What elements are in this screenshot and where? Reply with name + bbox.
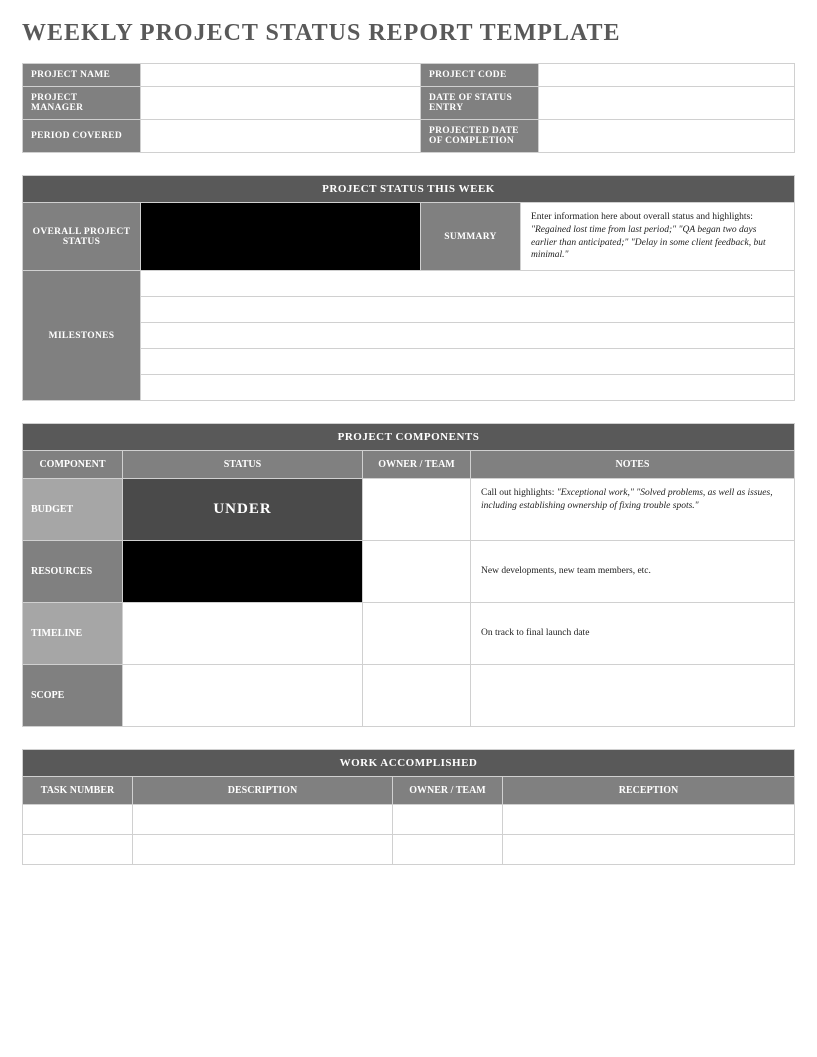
budget-notes-lead: Call out highlights: bbox=[481, 488, 557, 498]
resources-status[interactable] bbox=[123, 541, 363, 603]
scope-label: SCOPE bbox=[23, 665, 123, 727]
resources-notes[interactable]: New developments, new team members, etc. bbox=[471, 541, 795, 603]
budget-status[interactable]: UNDER bbox=[123, 479, 363, 541]
projected-date-label: PROJECTED DATE OF COMPLETION bbox=[421, 120, 539, 153]
status-week-header: PROJECT STATUS THIS WEEK bbox=[23, 176, 795, 203]
milestones-label: MILESTONES bbox=[23, 271, 141, 401]
project-code-value[interactable] bbox=[539, 64, 795, 87]
date-entry-value[interactable] bbox=[539, 87, 795, 120]
col-task-number: TASK NUMBER bbox=[23, 777, 133, 805]
scope-owner[interactable] bbox=[363, 665, 471, 727]
milestone-row-4[interactable] bbox=[141, 349, 795, 375]
col-description: DESCRIPTION bbox=[133, 777, 393, 805]
task-reception-2[interactable] bbox=[503, 835, 795, 865]
timeline-status[interactable] bbox=[123, 603, 363, 665]
project-manager-label: PROJECT MANAGER bbox=[23, 87, 141, 120]
summary-label: SUMMARY bbox=[421, 203, 521, 271]
period-label: PERIOD COVERED bbox=[23, 120, 141, 153]
col-reception: RECEPTION bbox=[503, 777, 795, 805]
task-owner-2[interactable] bbox=[393, 835, 503, 865]
overall-status-label: OVERALL PROJECT STATUS bbox=[23, 203, 141, 271]
scope-notes[interactable] bbox=[471, 665, 795, 727]
milestone-row-5[interactable] bbox=[141, 375, 795, 401]
timeline-owner[interactable] bbox=[363, 603, 471, 665]
milestone-row-1[interactable] bbox=[141, 271, 795, 297]
overall-status-value[interactable] bbox=[141, 203, 421, 271]
task-desc-2[interactable] bbox=[133, 835, 393, 865]
project-name-label: PROJECT NAME bbox=[23, 64, 141, 87]
task-reception-1[interactable] bbox=[503, 805, 795, 835]
summary-italic: "Regained lost time from last period;" "… bbox=[531, 225, 766, 261]
page-title: WEEKLY PROJECT STATUS REPORT TEMPLATE bbox=[22, 20, 795, 47]
project-info-table: PROJECT NAME PROJECT CODE PROJECT MANAGE… bbox=[22, 63, 795, 153]
budget-label: BUDGET bbox=[23, 479, 123, 541]
status-week-table: PROJECT STATUS THIS WEEK OVERALL PROJECT… bbox=[22, 175, 795, 401]
timeline-label: TIMELINE bbox=[23, 603, 123, 665]
budget-notes[interactable]: Call out highlights: "Exceptional work,"… bbox=[471, 479, 795, 541]
date-entry-label: DATE OF STATUS ENTRY bbox=[421, 87, 539, 120]
period-value[interactable] bbox=[141, 120, 421, 153]
components-header: PROJECT COMPONENTS bbox=[23, 424, 795, 451]
resources-label: RESOURCES bbox=[23, 541, 123, 603]
summary-text[interactable]: Enter information here about overall sta… bbox=[521, 203, 795, 271]
milestone-row-2[interactable] bbox=[141, 297, 795, 323]
budget-owner[interactable] bbox=[363, 479, 471, 541]
project-code-label: PROJECT CODE bbox=[421, 64, 539, 87]
scope-status[interactable] bbox=[123, 665, 363, 727]
col-owner-team: OWNER / TEAM bbox=[393, 777, 503, 805]
col-status: STATUS bbox=[123, 451, 363, 479]
milestone-row-3[interactable] bbox=[141, 323, 795, 349]
timeline-notes[interactable]: On track to final launch date bbox=[471, 603, 795, 665]
projected-date-value[interactable] bbox=[539, 120, 795, 153]
resources-owner[interactable] bbox=[363, 541, 471, 603]
work-header: WORK ACCOMPLISHED bbox=[23, 750, 795, 777]
summary-lead: Enter information here about overall sta… bbox=[531, 212, 753, 222]
components-table: PROJECT COMPONENTS COMPONENT STATUS OWNE… bbox=[22, 423, 795, 727]
task-desc-1[interactable] bbox=[133, 805, 393, 835]
col-component: COMPONENT bbox=[23, 451, 123, 479]
task-owner-1[interactable] bbox=[393, 805, 503, 835]
task-number-2[interactable] bbox=[23, 835, 133, 865]
task-number-1[interactable] bbox=[23, 805, 133, 835]
work-table: WORK ACCOMPLISHED TASK NUMBER DESCRIPTIO… bbox=[22, 749, 795, 865]
col-owner: OWNER / TEAM bbox=[363, 451, 471, 479]
project-name-value[interactable] bbox=[141, 64, 421, 87]
col-notes: NOTES bbox=[471, 451, 795, 479]
project-manager-value[interactable] bbox=[141, 87, 421, 120]
